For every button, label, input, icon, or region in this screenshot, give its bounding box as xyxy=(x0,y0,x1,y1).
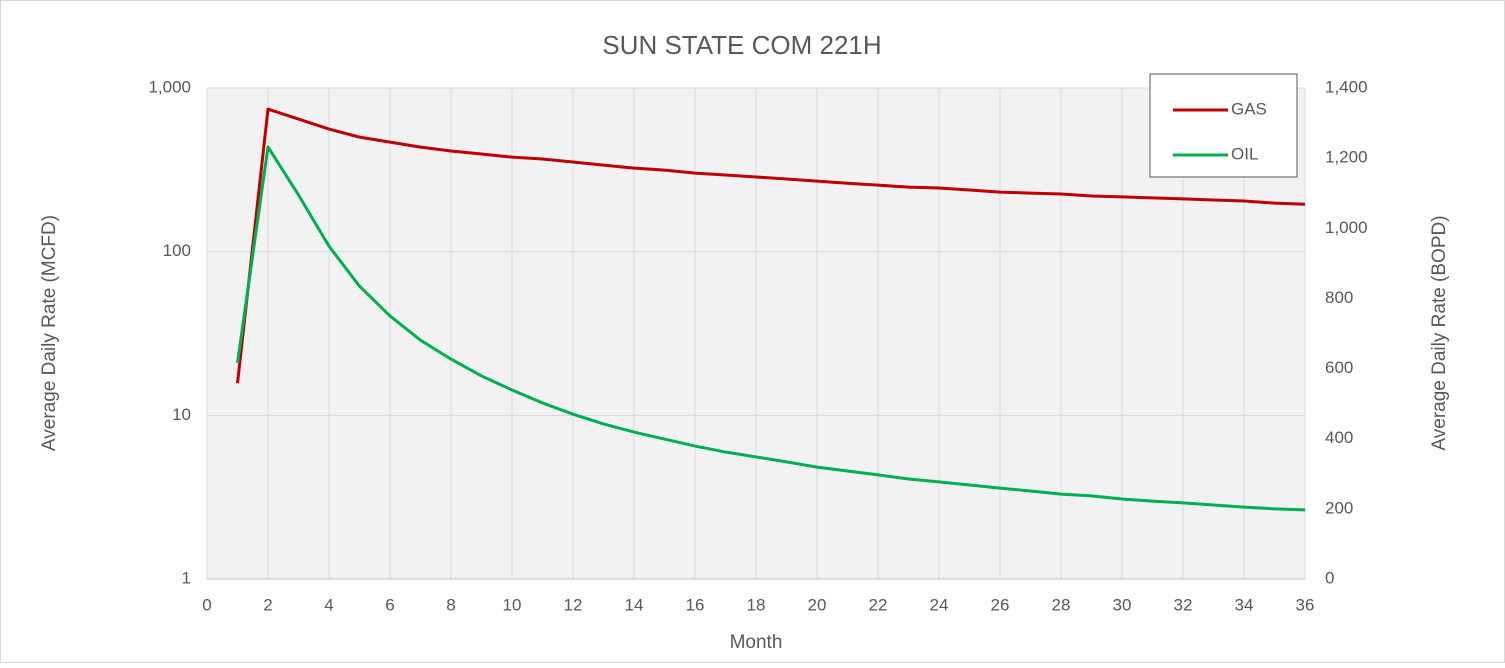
legend-label: OIL xyxy=(1231,144,1258,163)
x-tick-label: 32 xyxy=(1174,595,1193,614)
chart-title: SUN STATE COM 221H xyxy=(602,30,881,60)
x-tick-label: 20 xyxy=(808,595,827,614)
x-tick-label: 12 xyxy=(564,595,583,614)
x-tick-label: 6 xyxy=(385,595,394,614)
x-tick-label: 2 xyxy=(263,595,272,614)
x-tick-label: 30 xyxy=(1113,595,1132,614)
x-tick-label: 8 xyxy=(446,595,455,614)
y-tick-label: 100 xyxy=(163,241,191,260)
y2-tick-label: 400 xyxy=(1325,428,1353,447)
y2-tick-label: 200 xyxy=(1325,498,1353,517)
x-tick-label: 4 xyxy=(324,595,333,614)
series-line xyxy=(236,107,1306,384)
x-tick-label: 36 xyxy=(1296,595,1315,614)
y2-tick-label: 800 xyxy=(1325,288,1353,307)
y2-tick-label: 1,000 xyxy=(1325,218,1368,237)
y-tick-label: 10 xyxy=(172,405,191,424)
x-tick-label: 18 xyxy=(747,595,766,614)
y-axis-title: Average Daily Rate (MCFD) xyxy=(39,215,60,451)
legend-box xyxy=(1149,73,1298,178)
x-tick-label: 10 xyxy=(503,595,522,614)
y-tick-label: 1 xyxy=(182,568,191,587)
y2-tick-label: 1,400 xyxy=(1325,77,1368,96)
x-tick-label: 24 xyxy=(930,595,949,614)
y2-tick-label: 0 xyxy=(1325,568,1334,587)
x-tick-label: 34 xyxy=(1235,595,1254,614)
legend-label: GAS xyxy=(1231,99,1267,118)
y-tick-label: 1,000 xyxy=(148,77,191,96)
x-tick-label: 26 xyxy=(991,595,1010,614)
y2-tick-label: 1,200 xyxy=(1325,148,1368,167)
y2-axis-title: Average Daily Rate (BOPD) xyxy=(1429,215,1450,450)
x-tick-label: 0 xyxy=(202,595,211,614)
y2-tick-label: 600 xyxy=(1325,358,1353,377)
x-tick-label: 16 xyxy=(686,595,705,614)
x-axis-title: Month xyxy=(730,632,783,653)
x-tick-label: 14 xyxy=(625,595,644,614)
x-tick-label: 28 xyxy=(1052,595,1071,614)
series-line xyxy=(236,145,1306,512)
x-tick-label: 22 xyxy=(869,595,888,614)
